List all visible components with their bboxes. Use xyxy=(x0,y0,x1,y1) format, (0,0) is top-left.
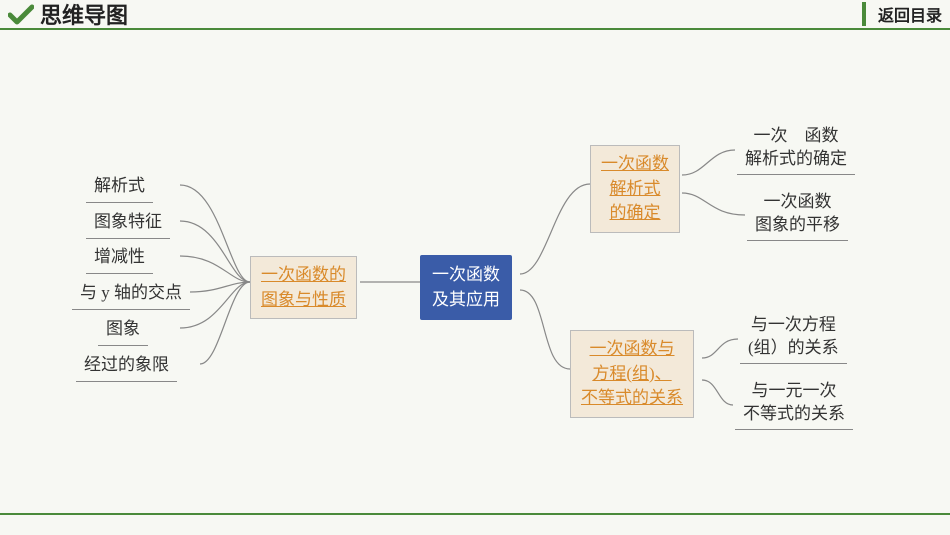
page-title: 思维导图 xyxy=(40,0,128,30)
branch-right-bot-box[interactable]: 一次函数与方程(组)、不等式的关系 xyxy=(570,330,694,418)
leaf-graph-feature: 图象特征 xyxy=(86,209,170,239)
leaf-quadrants: 经过的象限 xyxy=(76,352,177,382)
header-left: 思维导图 xyxy=(8,0,128,30)
leaf-graph-translation: 一次函数图象的平移 xyxy=(747,190,848,241)
footer-bar xyxy=(0,513,950,535)
leaf-equation-relation: 与一次方程(组）的关系 xyxy=(740,313,847,364)
leaf-analytic-form: 解析式 xyxy=(86,173,153,203)
return-to-toc[interactable]: 返回目录 xyxy=(862,2,942,26)
leaf-inequality-relation: 与一元一次不等式的关系 xyxy=(735,379,853,430)
center-node: 一次函数及其应用 xyxy=(420,255,512,320)
header-bar: 思维导图 返回目录 xyxy=(0,0,950,30)
leaf-monotonicity: 增减性 xyxy=(86,244,153,274)
leaf-y-intercept: 与 y 轴的交点 xyxy=(72,280,190,310)
branch-right-top-box[interactable]: 一次函数解析式的确定 xyxy=(590,145,680,233)
mindmap-canvas: 一次函数及其应用 一次函数的图象与性质 解析式 图象特征 增减性 与 y 轴的交… xyxy=(0,30,950,505)
leaf-determine-expr: 一次 函数解析式的确定 xyxy=(737,124,855,175)
branch-left-box[interactable]: 一次函数的图象与性质 xyxy=(250,256,357,319)
leaf-graph: 图象 xyxy=(98,316,148,346)
brand-logo xyxy=(8,3,34,25)
